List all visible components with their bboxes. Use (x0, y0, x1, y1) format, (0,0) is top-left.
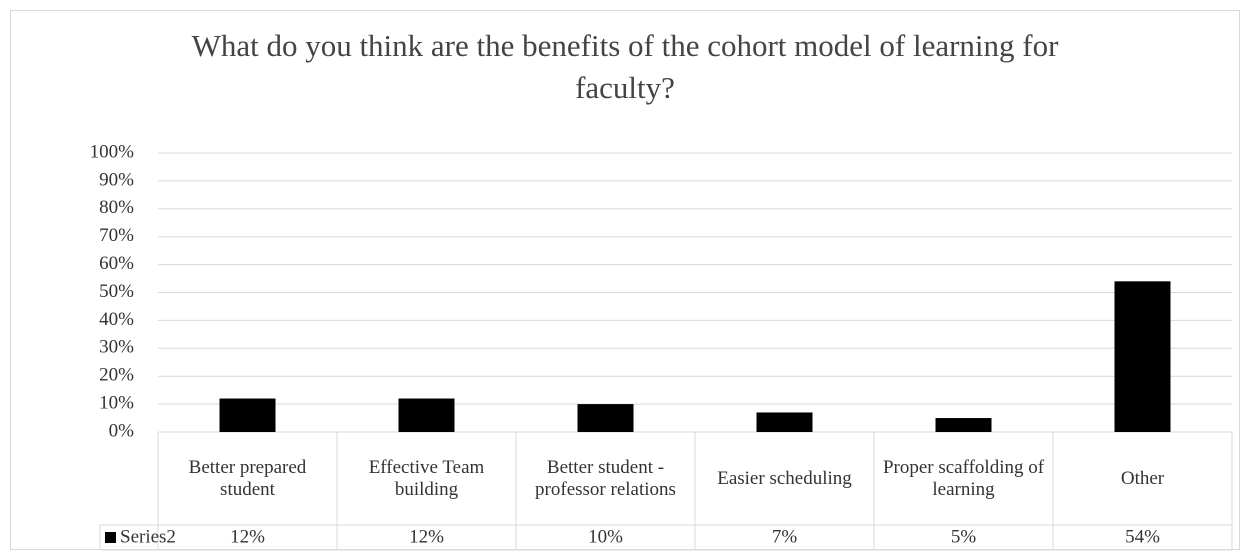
x-tick-label-box: Easier scheduling (717, 467, 852, 489)
y-tick-label: 70% (99, 225, 134, 246)
legend-label: Series2 (120, 526, 176, 547)
bar (935, 418, 992, 432)
x-tick-label: Better student - professor relations (535, 456, 676, 500)
y-tick-label: 80% (99, 197, 134, 218)
value-label: 12% (409, 526, 444, 547)
chart-title: What do you think are the benefits of th… (191, 28, 1059, 105)
value-label: 10% (588, 526, 623, 547)
x-tick-label-box: Better student - professor relations (535, 456, 676, 500)
bar (219, 398, 276, 432)
value-label: 54% (1125, 526, 1160, 547)
x-tick-label: Other (1120, 467, 1165, 489)
y-tick-label: 100% (90, 141, 135, 162)
bar (756, 412, 813, 432)
x-tick-label: Better prepared student (188, 456, 307, 500)
x-tick-label-box: Proper scaffolding of learning (882, 456, 1045, 500)
y-tick-label: 10% (99, 392, 134, 413)
x-tick-label-box: Other (1120, 467, 1165, 489)
value-label: 5% (951, 526, 977, 547)
bar (1114, 281, 1171, 432)
y-tick-label: 40% (99, 309, 134, 330)
legend-swatch (105, 532, 116, 543)
title-box: What do you think are the benefits of th… (191, 28, 1059, 105)
value-label: 12% (230, 526, 265, 547)
x-tick-label: Easier scheduling (717, 467, 852, 489)
x-tick-label: Effective Team building (368, 456, 485, 500)
x-tick-label-box: Better prepared student (188, 456, 307, 500)
chart-frame (10, 10, 1240, 550)
y-tick-label: 20% (99, 365, 134, 386)
bar (577, 404, 634, 432)
x-tick-label: Proper scaffolding of learning (882, 456, 1045, 500)
y-tick-label: 50% (99, 281, 134, 302)
y-tick-label: 90% (99, 169, 134, 190)
y-tick-label: 0% (109, 420, 135, 441)
value-label: 7% (772, 526, 798, 547)
y-tick-label: 60% (99, 253, 134, 274)
bar (398, 398, 455, 432)
y-tick-label: 30% (99, 337, 134, 358)
x-tick-label-box: Effective Team building (368, 456, 485, 500)
